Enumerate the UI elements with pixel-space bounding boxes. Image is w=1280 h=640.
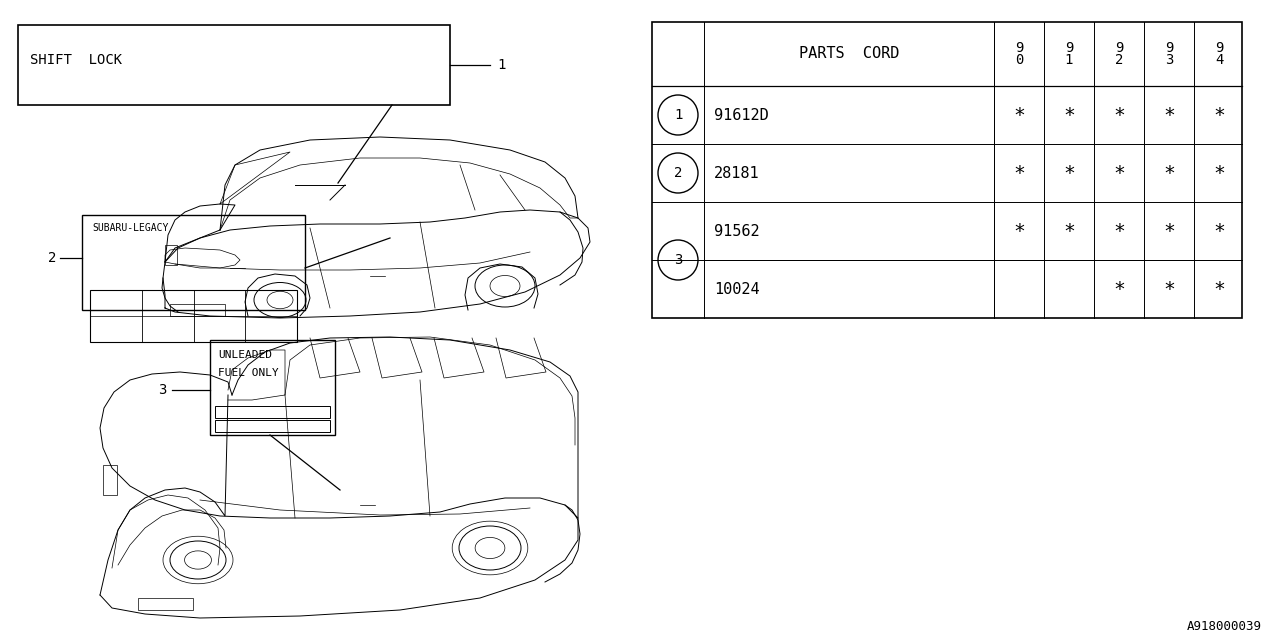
Text: 91612D: 91612D [714, 108, 769, 122]
Text: 10024: 10024 [714, 282, 759, 296]
Text: *: * [1114, 163, 1125, 182]
Text: *: * [1164, 280, 1175, 298]
Text: SUBARU-LEGACY: SUBARU-LEGACY [92, 223, 169, 233]
Text: *: * [1213, 106, 1225, 125]
Text: *: * [1064, 163, 1075, 182]
Text: 3: 3 [157, 383, 166, 397]
Text: *: * [1164, 106, 1175, 125]
Text: *: * [1213, 280, 1225, 298]
Text: 3: 3 [673, 253, 682, 267]
Text: *: * [1114, 221, 1125, 241]
Text: 28181: 28181 [714, 166, 759, 180]
Text: *: * [1213, 221, 1225, 241]
Text: *: * [1164, 221, 1175, 241]
Text: 9
1: 9 1 [1065, 41, 1073, 67]
Text: 9
2: 9 2 [1115, 41, 1123, 67]
Text: A918000039: A918000039 [1187, 621, 1262, 634]
Text: PARTS  CORD: PARTS CORD [799, 47, 899, 61]
Text: SHIFT  LOCK: SHIFT LOCK [29, 53, 122, 67]
Text: 2: 2 [673, 166, 682, 180]
Text: *: * [1064, 106, 1075, 125]
Text: *: * [1114, 280, 1125, 298]
Text: *: * [1014, 221, 1025, 241]
Text: 1: 1 [673, 108, 682, 122]
Text: *: * [1114, 106, 1125, 125]
Text: FUEL ONLY: FUEL ONLY [218, 368, 279, 378]
Text: 9
4: 9 4 [1215, 41, 1224, 67]
Text: 9
3: 9 3 [1165, 41, 1174, 67]
Text: *: * [1014, 106, 1025, 125]
Text: 1: 1 [497, 58, 506, 72]
Text: UNLEADED: UNLEADED [218, 350, 273, 360]
Text: *: * [1164, 163, 1175, 182]
Text: 2: 2 [49, 251, 56, 265]
Text: *: * [1014, 163, 1025, 182]
Text: 91562: 91562 [714, 223, 759, 239]
Text: *: * [1064, 221, 1075, 241]
Text: *: * [1213, 163, 1225, 182]
Text: 9
0: 9 0 [1015, 41, 1023, 67]
